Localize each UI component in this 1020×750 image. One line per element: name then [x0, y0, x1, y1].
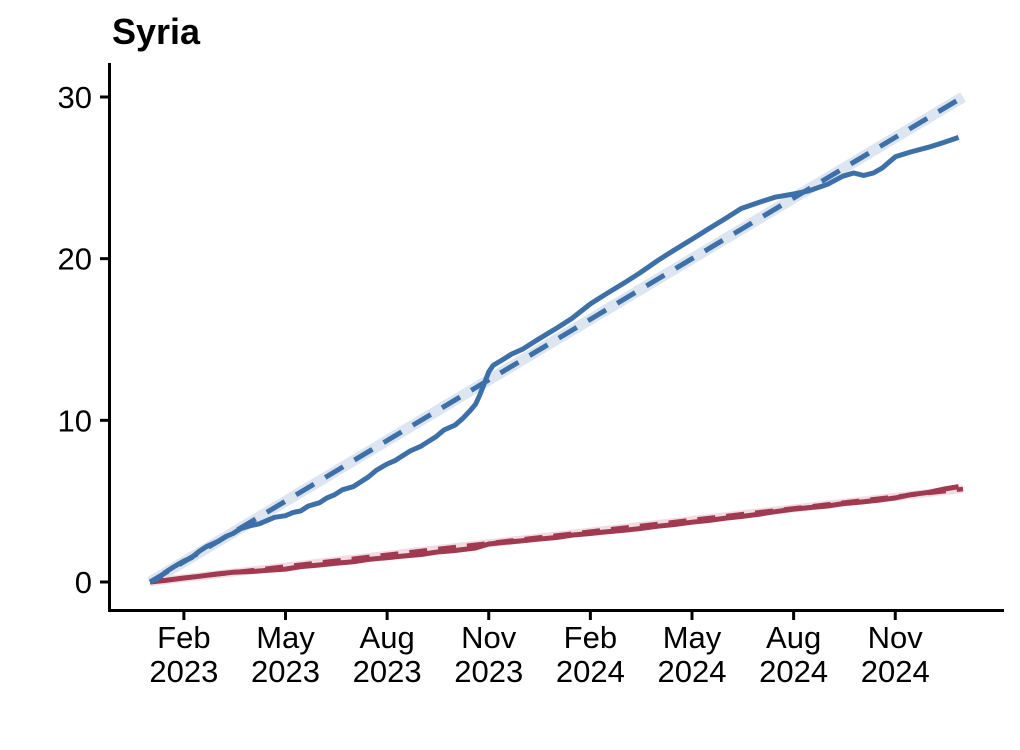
- x-axis-ticks: Feb2023May2023Aug2023Nov2023Feb2024May20…: [149, 612, 930, 689]
- x-tick-label: Feb: [564, 620, 617, 655]
- x-tick-label: 2023: [353, 654, 422, 689]
- x-tick-label: Aug: [766, 620, 821, 655]
- x-tick-label: Nov: [868, 620, 924, 655]
- observed-line: [149, 484, 960, 585]
- x-tick-label: 2023: [251, 654, 320, 689]
- x-tick-label: May: [663, 620, 722, 655]
- y-axis-ticks: 0 10 20 30: [58, 80, 108, 600]
- x-tick-label: Feb: [157, 620, 210, 655]
- x-tick-label: Nov: [461, 620, 517, 655]
- y-tick-label: 10: [58, 403, 92, 438]
- observed-line: [149, 135, 960, 585]
- x-tick-label: 2024: [658, 654, 727, 689]
- chart-title: Syria: [112, 11, 201, 52]
- x-tick-label: Aug: [360, 620, 415, 655]
- y-tick-label: 0: [75, 565, 92, 600]
- y-tick-label: 20: [58, 242, 92, 277]
- x-tick-label: 2024: [861, 654, 930, 689]
- x-tick-label: 2023: [454, 654, 523, 689]
- x-tick-label: May: [256, 620, 315, 655]
- y-tick-label: 30: [58, 80, 92, 115]
- x-tick-label: 2024: [556, 654, 625, 689]
- trend-line-dashed: [148, 94, 965, 585]
- x-tick-label: 2023: [149, 654, 218, 689]
- x-tick-label: 2024: [759, 654, 828, 689]
